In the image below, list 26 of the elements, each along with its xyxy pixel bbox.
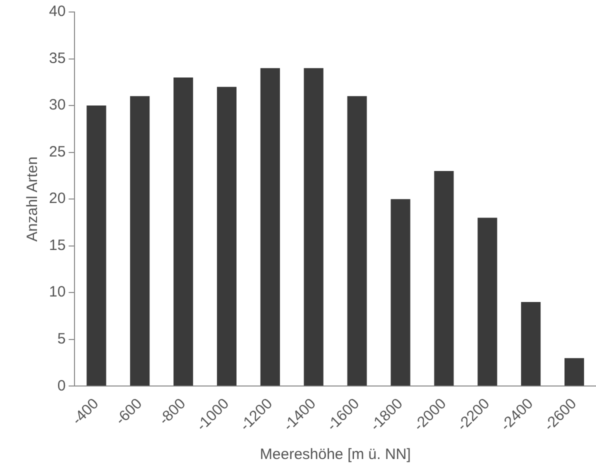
bar <box>304 68 324 386</box>
y-tick-label: 5 <box>57 330 66 348</box>
bar <box>390 199 410 386</box>
y-tick-label: 15 <box>48 236 66 254</box>
bar <box>478 218 498 386</box>
y-tick-label: 0 <box>57 377 66 394</box>
y-tick-label: 35 <box>48 50 66 67</box>
bar <box>174 77 194 386</box>
bar <box>564 358 584 386</box>
y-tick-label: 10 <box>48 284 66 301</box>
bar <box>130 96 150 386</box>
y-axis-title: Anzahl Arten <box>24 156 42 242</box>
x-axis-title: Meereshöhe [m ü. NN] <box>260 446 411 464</box>
bar <box>434 171 454 386</box>
x-tick-label: -400 <box>68 395 102 428</box>
y-tick-label: 25 <box>48 143 66 160</box>
bar <box>347 96 367 386</box>
y-tick-label: 30 <box>48 96 66 114</box>
y-tick-label: 40 <box>48 3 66 20</box>
bar <box>260 68 280 386</box>
bar <box>521 302 541 386</box>
bar <box>216 86 237 386</box>
x-tick-label: -800 <box>156 395 190 428</box>
bar <box>86 106 106 386</box>
x-tick-label: -600 <box>112 395 146 428</box>
y-tick-label: 20 <box>48 190 66 208</box>
